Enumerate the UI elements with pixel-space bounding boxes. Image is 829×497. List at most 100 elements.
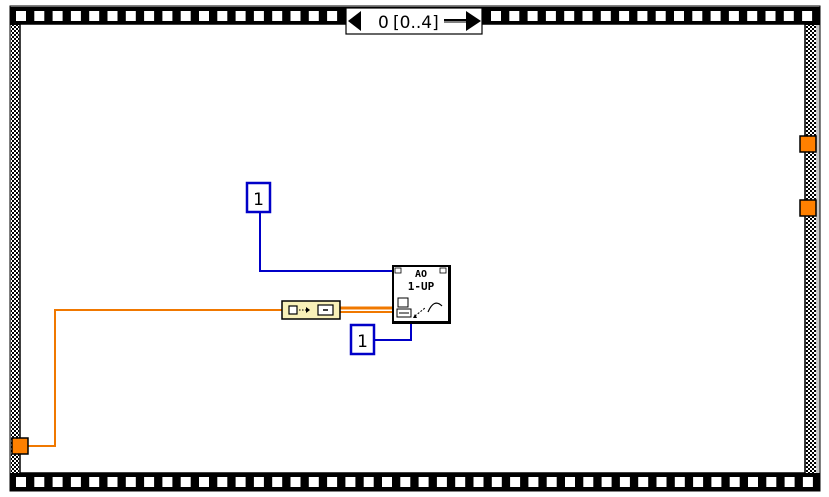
film-hole xyxy=(107,11,118,21)
film-hole xyxy=(546,477,557,487)
cluster-wire[interactable] xyxy=(28,309,282,447)
film-hole xyxy=(290,11,301,21)
film-hole xyxy=(199,477,209,487)
film-hole xyxy=(89,11,100,21)
subvi-corner-right-icon xyxy=(439,267,447,274)
film-hole xyxy=(491,11,501,21)
film-hole xyxy=(235,11,246,21)
film-hole xyxy=(253,477,264,487)
film-hole xyxy=(711,477,722,487)
unbundle-icon xyxy=(288,304,334,316)
frame-selector[interactable]: 0 [0..4] xyxy=(345,7,483,35)
film-hole xyxy=(253,11,264,21)
film-hole xyxy=(34,11,45,21)
analog-output-icon xyxy=(396,297,443,318)
film-hole xyxy=(125,11,136,21)
unbundle-node[interactable] xyxy=(281,300,341,320)
film-hole xyxy=(418,477,429,487)
numeric-wire-lower[interactable] xyxy=(374,323,412,341)
film-hole xyxy=(509,11,520,21)
right-tunnel-upper[interactable] xyxy=(799,135,817,153)
film-hole xyxy=(674,11,684,21)
subvi-corner-left-icon xyxy=(394,267,402,274)
film-hole xyxy=(290,477,301,487)
film-hole xyxy=(235,477,246,487)
numeric-constant-lower[interactable]: 1 xyxy=(349,323,376,356)
film-hole xyxy=(583,477,594,487)
film-hole xyxy=(656,477,667,487)
stacked-sequence-structure[interactable] xyxy=(9,5,821,492)
decrement-arrow-icon[interactable] xyxy=(347,9,361,33)
frame-menu-icon[interactable] xyxy=(444,19,466,23)
film-hole xyxy=(528,477,539,487)
film-hole xyxy=(748,477,758,487)
left-frame-border xyxy=(11,25,19,473)
film-hole xyxy=(144,11,155,21)
film-hole xyxy=(162,11,173,21)
film-hole xyxy=(564,11,575,21)
numeric-constant-upper[interactable]: 1 xyxy=(245,181,272,214)
film-hole xyxy=(308,477,319,487)
film-hole xyxy=(382,477,392,487)
constant-upper-value: 1 xyxy=(253,190,264,210)
film-hole xyxy=(674,477,685,487)
film-hole xyxy=(802,11,813,21)
film-hole xyxy=(802,477,813,487)
film-hole xyxy=(565,477,575,487)
film-hole xyxy=(70,477,81,487)
film-hole xyxy=(308,11,319,21)
film-hole xyxy=(766,477,777,487)
right-tunnel-lower[interactable] xyxy=(799,199,817,217)
constant-lower-value: 1 xyxy=(357,332,368,352)
film-hole xyxy=(327,477,338,487)
film-hole xyxy=(693,477,704,487)
film-hole xyxy=(34,477,45,487)
film-hole xyxy=(619,477,630,487)
film-hole xyxy=(655,11,666,21)
film-hole xyxy=(180,11,191,21)
selector-frame-range: [0..4] xyxy=(393,13,439,33)
right-frame-border xyxy=(806,25,816,473)
film-hole xyxy=(16,11,26,21)
selector-current-frame: 0 xyxy=(378,13,389,33)
film-hole xyxy=(527,11,538,21)
film-hole xyxy=(619,11,630,21)
top-film-perforations xyxy=(16,11,813,21)
film-hole xyxy=(765,11,776,21)
numeric-wire-upper[interactable] xyxy=(259,212,393,272)
film-hole xyxy=(217,11,228,21)
film-hole xyxy=(600,11,611,21)
film-hole xyxy=(107,477,118,487)
film-hole xyxy=(601,477,612,487)
film-hole xyxy=(783,11,794,21)
bottom-film-perforations xyxy=(16,477,813,487)
increment-arrow-icon[interactable] xyxy=(466,11,481,31)
subvi-label-line1: AO xyxy=(415,269,427,280)
film-hole xyxy=(637,11,648,21)
film-hole xyxy=(345,477,356,487)
film-hole xyxy=(491,477,502,487)
left-cluster-tunnel[interactable] xyxy=(11,437,29,455)
film-hole xyxy=(784,477,795,487)
film-hole xyxy=(144,477,155,487)
film-hole xyxy=(436,477,447,487)
film-hole xyxy=(199,11,209,21)
film-hole xyxy=(582,11,593,21)
film-hole xyxy=(272,477,283,487)
frame-content-area xyxy=(19,23,806,474)
film-hole xyxy=(400,477,411,487)
film-hole xyxy=(510,477,521,487)
film-hole xyxy=(455,477,466,487)
film-hole xyxy=(125,477,136,487)
film-hole xyxy=(710,11,721,21)
film-hole xyxy=(16,477,26,487)
film-hole xyxy=(52,477,63,487)
subvi-label-line2: 1-UP xyxy=(408,280,435,293)
film-hole xyxy=(217,477,228,487)
film-hole xyxy=(729,477,740,487)
film-hole xyxy=(272,11,283,21)
film-hole xyxy=(89,477,100,487)
film-hole xyxy=(162,477,173,487)
ao-1-update-subvi[interactable]: AO 1-UP xyxy=(392,265,451,324)
film-hole xyxy=(327,11,338,21)
